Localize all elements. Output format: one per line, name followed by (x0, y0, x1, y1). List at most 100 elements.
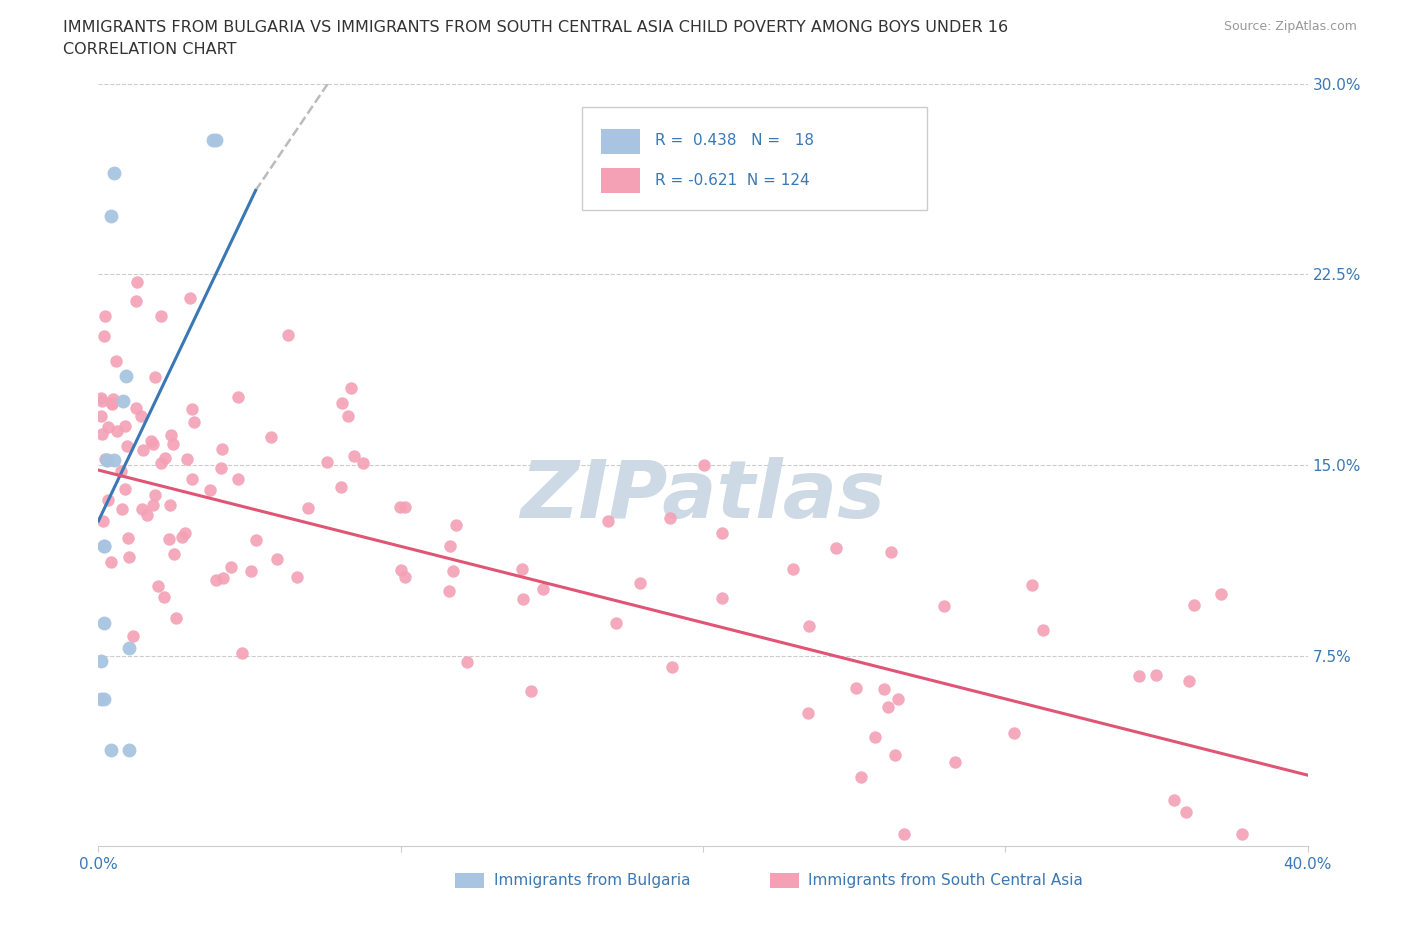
Point (596, 513, 619, 528)
Point (117, 531, 139, 546)
Point (337, 409, 360, 424)
Point (343, 448, 366, 463)
Point (114, 418, 136, 433)
Point (90, 391, 112, 405)
Point (96, 453, 118, 468)
Point (93, 615, 115, 630)
Point (231, 645, 253, 660)
Point (277, 327, 299, 342)
Bar (769, 873, 799, 888)
FancyBboxPatch shape (582, 107, 927, 209)
Point (245, 533, 267, 548)
Point (212, 570, 235, 585)
Point (135, 508, 157, 523)
Point (437, 584, 460, 599)
Point (266, 552, 288, 567)
Point (519, 684, 541, 698)
Point (100, 208, 122, 223)
Point (945, 754, 967, 769)
Point (101, 396, 124, 411)
Point (893, 826, 915, 841)
Point (315, 454, 337, 469)
Point (1021, 578, 1043, 592)
Text: CORRELATION CHART: CORRELATION CHART (63, 42, 236, 57)
Point (180, 472, 202, 486)
Point (91, 393, 114, 408)
Point (114, 482, 136, 497)
Point (173, 525, 195, 540)
Point (162, 437, 184, 452)
Point (205, 573, 228, 588)
Point (103, 166, 125, 180)
Point (710, 591, 733, 605)
Point (330, 396, 353, 411)
Point (110, 464, 132, 479)
Point (883, 748, 905, 763)
Point (150, 456, 173, 471)
Point (118, 742, 141, 757)
Point (149, 309, 172, 324)
Text: ZIPatlas: ZIPatlas (520, 457, 886, 535)
Point (797, 706, 820, 721)
Point (93, 538, 115, 553)
Point (202, 132, 225, 147)
Point (176, 452, 198, 467)
Point (1032, 623, 1054, 638)
Point (127, 274, 149, 289)
Point (1144, 668, 1167, 683)
Point (226, 472, 249, 486)
Point (100, 742, 122, 757)
Point (658, 511, 681, 525)
Point (824, 540, 846, 555)
Point (439, 539, 461, 554)
Point (157, 532, 180, 547)
Point (100, 554, 122, 569)
Point (205, 132, 228, 147)
Point (240, 564, 263, 578)
Point (131, 501, 153, 516)
Point (115, 438, 138, 453)
Point (226, 390, 249, 405)
Point (865, 729, 887, 744)
Point (1178, 673, 1201, 688)
Point (209, 460, 232, 475)
Point (122, 629, 145, 644)
Point (165, 611, 187, 626)
Point (1163, 792, 1185, 807)
Point (605, 616, 627, 631)
Point (93, 691, 115, 706)
Point (1004, 725, 1026, 740)
Point (711, 525, 734, 540)
Point (1209, 586, 1232, 601)
Point (297, 500, 319, 515)
Point (531, 581, 554, 596)
Point (90, 691, 112, 706)
Point (287, 569, 309, 584)
Point (394, 570, 416, 585)
Point (91, 513, 114, 528)
Point (872, 682, 894, 697)
Point (104, 353, 127, 368)
Point (628, 576, 651, 591)
Point (183, 415, 205, 430)
Point (97, 419, 120, 434)
Bar (602, 168, 640, 193)
Point (661, 659, 683, 674)
Point (330, 480, 353, 495)
Point (1174, 804, 1197, 819)
Point (512, 591, 534, 606)
Point (139, 433, 162, 448)
Text: Source: ZipAtlas.com: Source: ZipAtlas.com (1223, 20, 1357, 33)
Point (142, 498, 165, 512)
Point (849, 769, 872, 784)
Bar (602, 129, 640, 153)
Text: Immigrants from South Central Asia: Immigrants from South Central Asia (808, 873, 1083, 888)
Point (441, 564, 464, 578)
Point (101, 396, 124, 411)
Point (143, 487, 166, 502)
Point (444, 517, 467, 532)
Point (101, 392, 124, 406)
Point (117, 550, 139, 565)
Point (172, 530, 194, 545)
Point (118, 641, 141, 656)
